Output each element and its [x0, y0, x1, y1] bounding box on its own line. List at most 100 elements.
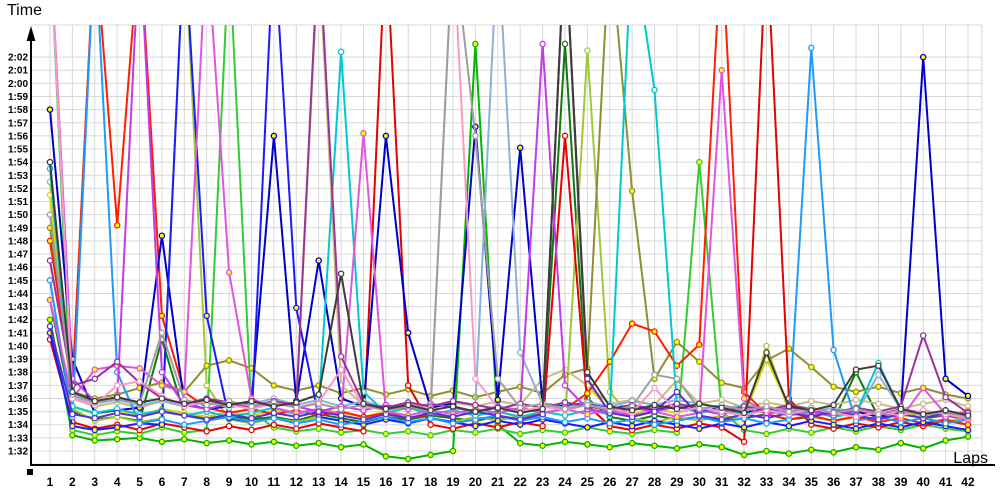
data-point: [181, 400, 188, 407]
x-tick-label: 6: [159, 475, 166, 489]
data-point: [763, 447, 770, 455]
data-point: [763, 342, 770, 350]
y-tick-label: 1:56: [8, 131, 28, 142]
data-point: [875, 400, 882, 407]
data-point: [136, 365, 143, 372]
data-point: [91, 437, 99, 444]
data-point: [315, 439, 322, 447]
data-point: [651, 442, 658, 449]
x-tick-label: 42: [961, 475, 975, 489]
data-point: [293, 413, 300, 421]
data-point: [740, 395, 748, 402]
data-point: [270, 132, 278, 140]
data-point: [696, 441, 703, 448]
data-point: [427, 407, 434, 414]
data-point: [696, 425, 703, 432]
data-point: [673, 405, 681, 413]
y-axis-title: Time: [7, 2, 42, 19]
series-indigo: [46, 25, 972, 423]
data-point: [181, 429, 188, 436]
data-point: [270, 382, 278, 389]
y-tick-label: 1:37: [8, 381, 28, 392]
data-point: [584, 410, 591, 418]
data-point: [270, 414, 278, 422]
data-point: [158, 408, 166, 415]
data-point: [113, 358, 121, 365]
data-point: [270, 403, 278, 410]
data-point: [808, 363, 815, 371]
data-point: [293, 404, 300, 411]
data-point: [360, 441, 367, 448]
y-tick-label: 1:57: [8, 118, 28, 129]
data-point: [785, 403, 793, 410]
data-point: [830, 421, 837, 428]
series-violet: [53, 25, 972, 421]
y-tick-label: 1:49: [8, 223, 28, 234]
y-tick-label: 1:40: [8, 341, 28, 352]
y-tick-label: 1:42: [8, 315, 28, 326]
data-point: [315, 391, 322, 398]
data-point: [225, 357, 233, 364]
data-point: [651, 401, 658, 409]
data-point: [964, 421, 972, 428]
data-point: [964, 392, 972, 400]
x-tick-label: 40: [917, 475, 931, 489]
x-tick-label: 30: [693, 475, 707, 489]
data-point: [584, 47, 591, 54]
x-tick-label: 22: [514, 475, 528, 489]
data-point: [606, 403, 614, 410]
data-point: [293, 442, 300, 449]
data-point: [203, 362, 210, 369]
y-tick-label: 2:00: [8, 79, 28, 90]
data-point: [472, 375, 479, 383]
data-point: [651, 408, 658, 415]
data-point: [763, 430, 770, 438]
data-point: [875, 446, 882, 453]
data-point: [337, 429, 345, 436]
data-point: [516, 439, 524, 447]
y-tick-label: 1:58: [8, 105, 28, 116]
series-black: [46, 25, 972, 419]
data-point: [516, 416, 524, 423]
data-point: [382, 430, 390, 438]
data-point: [673, 445, 681, 452]
x-tick-label: 21: [491, 475, 505, 489]
data-point: [651, 421, 658, 428]
x-tick-label: 26: [603, 475, 617, 489]
data-point: [46, 237, 54, 245]
data-point: [561, 438, 569, 446]
data-point: [225, 269, 233, 276]
x-tick-label: 18: [424, 475, 438, 489]
data-point: [808, 407, 815, 414]
data-point: [427, 421, 434, 428]
x-tick-label: 15: [357, 475, 371, 489]
data-point: [46, 158, 54, 166]
data-point: [763, 349, 770, 356]
data-point: [315, 408, 322, 415]
data-point: [696, 158, 703, 166]
data-point: [919, 400, 927, 407]
data-point: [584, 441, 591, 448]
data-point: [248, 403, 255, 410]
data-point: [158, 416, 166, 423]
data-point: [539, 442, 546, 449]
data-point: [472, 40, 479, 48]
data-point: [270, 438, 278, 446]
x-tick-label: 27: [625, 475, 639, 489]
x-tick-label: 34: [782, 475, 796, 489]
x-tick-label: 1: [47, 475, 54, 489]
axis-origin-square: [27, 469, 33, 475]
x-tick-label: 29: [670, 475, 684, 489]
x-tick-labels: 1 2 3 4 5 6 7 8 9 10 11 12 13 14 15 16 17 18 19 20 21 22 23 24 2…: [47, 475, 975, 489]
data-point: [897, 412, 905, 419]
x-tick-label: 7: [181, 475, 188, 489]
data-point: [158, 368, 166, 376]
data-point: [561, 399, 569, 406]
data-point: [606, 428, 614, 435]
data-point: [539, 422, 546, 430]
x-tick-label: 3: [91, 475, 98, 489]
data-point: [404, 401, 412, 409]
data-point: [494, 424, 502, 431]
data-point: [404, 414, 412, 422]
